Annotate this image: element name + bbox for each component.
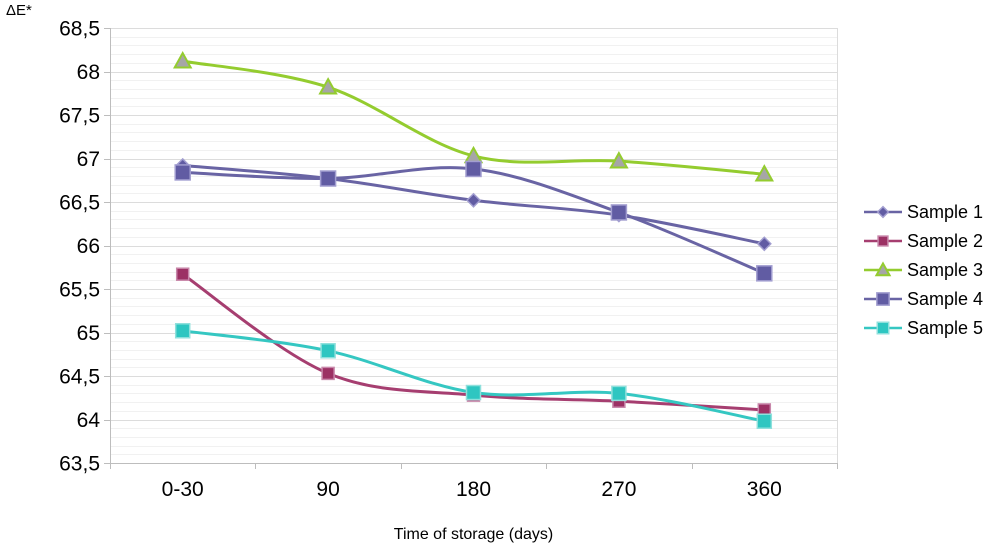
square-marker-icon	[756, 413, 773, 429]
x-axis-title: Time of storage (days)	[393, 526, 554, 543]
legend-item-sample-5: Sample 5	[864, 318, 983, 338]
triangle-marker-icon	[609, 151, 629, 169]
major-gridlines	[110, 28, 838, 463]
y-tick-label: 66	[77, 235, 100, 258]
square-marker-icon	[319, 170, 337, 187]
triangle-marker-icon	[754, 164, 774, 182]
square-marker-icon	[465, 384, 482, 401]
y-tick-labels: 68,5 68 67,5 67 66,5 66 65,5 65 64,5 64 63,5	[59, 18, 100, 476]
legend-item-sample-3: Sample 3	[864, 260, 983, 280]
legend-item-sample-2: Sample 2	[864, 231, 983, 251]
square-marker-icon	[174, 164, 191, 181]
square-legend-marker-icon	[864, 321, 902, 335]
triangle-legend-marker-icon	[864, 261, 902, 277]
legend: Sample 1 Sample 2 Sample 3 Sample 4 Sample 5	[864, 202, 983, 338]
axes	[104, 28, 838, 469]
square-marker-icon	[610, 204, 628, 221]
y-tick-label: 67	[77, 148, 100, 171]
diamond-legend-marker-icon	[864, 205, 902, 219]
y-tick-label: 68	[77, 61, 100, 84]
y-tick-label: 65,5	[59, 279, 100, 302]
legend-label: Sample 5	[907, 317, 984, 338]
diamond-marker-icon	[756, 236, 772, 252]
y-tick-label: 67,5	[59, 105, 100, 128]
square-marker-icon	[465, 160, 482, 178]
series-sample-3	[173, 51, 774, 182]
square-marker-icon	[611, 385, 627, 402]
square-marker-icon	[175, 267, 190, 281]
legend-label: Sample 1	[907, 201, 984, 222]
series-line	[181, 166, 766, 275]
y-tick-label: 66,5	[59, 192, 100, 215]
square-marker-icon	[321, 366, 335, 381]
triangle-marker-icon	[173, 51, 193, 69]
x-tick-label: 270	[601, 478, 636, 501]
x-tick-label: 360	[747, 478, 782, 501]
square-legend-marker-icon	[864, 292, 902, 306]
x-tick-label: 180	[456, 478, 491, 501]
legend-item-sample-1: Sample 1	[864, 202, 983, 222]
series-sample-5	[174, 323, 773, 429]
series-sample-4	[174, 160, 773, 282]
y-axis-title: ΔE*	[6, 2, 32, 19]
x-tick-label: 90	[316, 478, 339, 501]
square-marker-icon	[174, 323, 191, 339]
y-tick-label: 64	[77, 409, 101, 432]
triangle-marker-icon	[318, 77, 338, 95]
square-marker-icon	[877, 235, 889, 247]
x-tick-labels: 0-30 90 180 270 360	[162, 478, 782, 501]
square-legend-marker-icon	[864, 235, 902, 247]
square-marker-icon	[756, 265, 773, 282]
diamond-marker-icon	[465, 192, 482, 208]
square-marker-icon	[876, 321, 890, 335]
legend-label: Sample 2	[907, 230, 984, 251]
diamond-marker-icon	[876, 205, 890, 219]
y-tick-label: 65	[77, 322, 100, 345]
square-marker-icon	[320, 343, 336, 359]
square-marker-icon	[876, 292, 890, 306]
x-tick-label: 0-30	[162, 478, 204, 501]
legend-item-sample-4: Sample 4	[864, 289, 983, 309]
legend-label: Sample 4	[907, 288, 984, 309]
triangle-marker-icon	[874, 261, 892, 277]
y-tick-label: 63,5	[59, 453, 100, 476]
y-tick-label: 68,5	[59, 18, 100, 41]
legend-label: Sample 3	[907, 259, 984, 280]
y-tick-label: 64,5	[59, 366, 100, 389]
